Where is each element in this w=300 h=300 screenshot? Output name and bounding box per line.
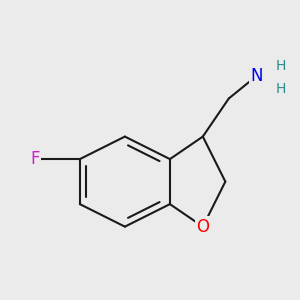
Text: F: F bbox=[30, 150, 40, 168]
Text: H: H bbox=[276, 82, 286, 96]
Text: N: N bbox=[250, 67, 263, 85]
Text: O: O bbox=[196, 218, 209, 236]
Text: H: H bbox=[276, 58, 286, 73]
